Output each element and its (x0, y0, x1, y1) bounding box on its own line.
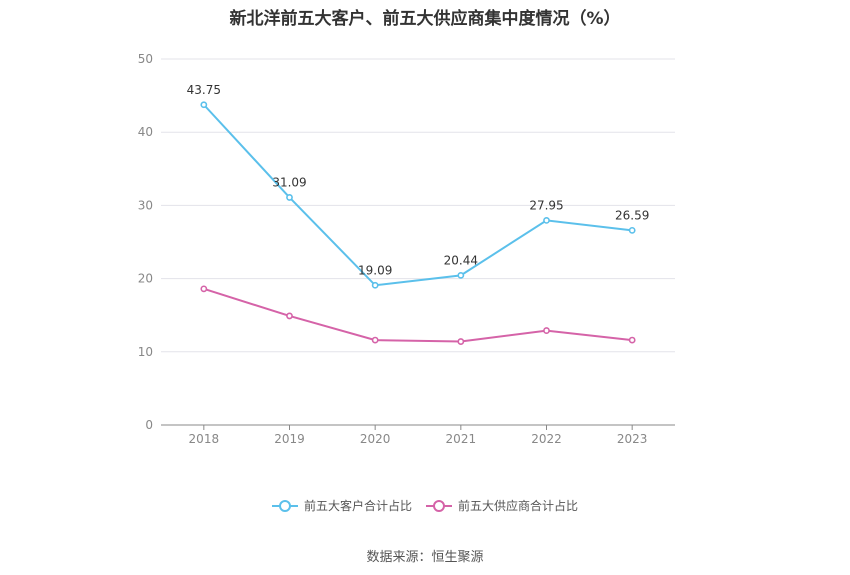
data-point (200, 101, 208, 109)
legend-item-customers[interactable]: 前五大客户合计占比 (271, 497, 412, 514)
y-tick-label: 30 (138, 198, 153, 212)
data-point (457, 338, 465, 345)
y-tick-label: 50 (138, 52, 153, 66)
chart-title: 新北洋前五大客户、前五大供应商集中度情况（%） (229, 9, 621, 29)
x-tick-label: 2020 (360, 432, 391, 446)
y-tick-label: 40 (138, 125, 153, 139)
legend-suppliers-label: 前五大供应商合计占比 (458, 499, 579, 513)
data-label: 31.09 (272, 175, 306, 189)
data-label: 19.09 (358, 263, 392, 277)
data-point (200, 285, 208, 293)
x-tick-label: 2021 (446, 432, 477, 446)
legend-suppliers-marker-icon (426, 499, 452, 512)
data-point (543, 217, 550, 224)
y-tick-label: 0 (145, 418, 153, 432)
x-tick-label: 2022 (531, 432, 562, 446)
x-tick-label: 2018 (189, 432, 220, 446)
data-point (457, 271, 465, 279)
y-tick-label: 10 (138, 345, 153, 359)
data-point (543, 327, 550, 334)
series-line-1 (203, 287, 633, 343)
data-source-note: 数据来源：恒生聚源 (366, 550, 484, 565)
legend-item-suppliers[interactable]: 前五大供应商合计占比 (426, 497, 578, 514)
y-tick-label: 20 (138, 272, 153, 286)
data-label: 43.75 (187, 83, 221, 97)
data-label: 20.44 (444, 253, 478, 267)
data-point (371, 336, 379, 344)
x-tick-label: 2023 (617, 432, 648, 446)
data-point (286, 312, 293, 320)
data-label: 26.59 (615, 208, 649, 222)
legend-customers-marker-icon (271, 499, 298, 512)
x-tick-label: 2019 (274, 432, 305, 446)
data-point (628, 226, 636, 234)
data-point (286, 194, 293, 201)
data-point (628, 336, 636, 344)
data-label: 27.95 (529, 198, 563, 212)
series-line-0 (203, 104, 633, 287)
chart-legend: 前五大客户合计占比 前五大供应商合计占比 (0, 497, 850, 514)
data-point (371, 281, 379, 289)
legend-customers-label: 前五大客户合计占比 (303, 499, 412, 513)
